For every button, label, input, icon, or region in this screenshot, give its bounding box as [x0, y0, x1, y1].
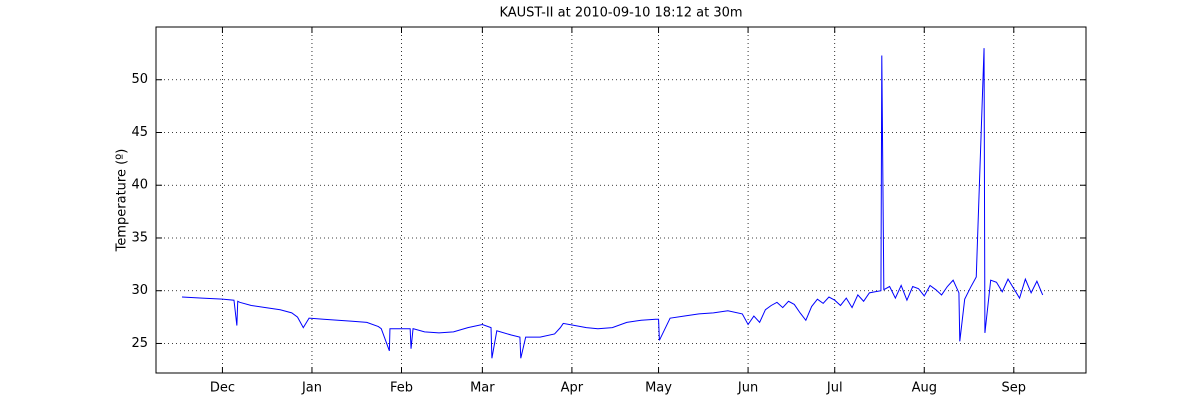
- x-tick-label: Apr: [561, 381, 584, 396]
- y-axis-label: Temperature (º): [115, 149, 130, 253]
- x-tick-label: Feb: [390, 381, 413, 396]
- y-tick-label: 50: [131, 72, 148, 87]
- x-tick-label: Jul: [826, 381, 843, 396]
- x-tick-label: May: [645, 381, 672, 396]
- data-line: [181, 48, 1044, 359]
- x-tick-label: Mar: [470, 381, 495, 396]
- y-tick-label: 45: [131, 125, 148, 140]
- x-tick-label: Sep: [1002, 381, 1027, 396]
- x-tick-label: Aug: [912, 381, 937, 396]
- x-tick-label: Jan: [301, 381, 322, 396]
- y-tick-label: 35: [131, 230, 148, 245]
- chart-title: KAUST-II at 2010-09-10 18:12 at 30m: [499, 6, 742, 21]
- plot-frame: [155, 26, 1087, 374]
- y-tick-label: 40: [131, 178, 148, 193]
- y-tick-label: 25: [131, 336, 148, 351]
- y-tick-label: 30: [131, 283, 148, 298]
- x-tick-label: Dec: [210, 381, 235, 396]
- x-tick-label: Jun: [737, 381, 758, 396]
